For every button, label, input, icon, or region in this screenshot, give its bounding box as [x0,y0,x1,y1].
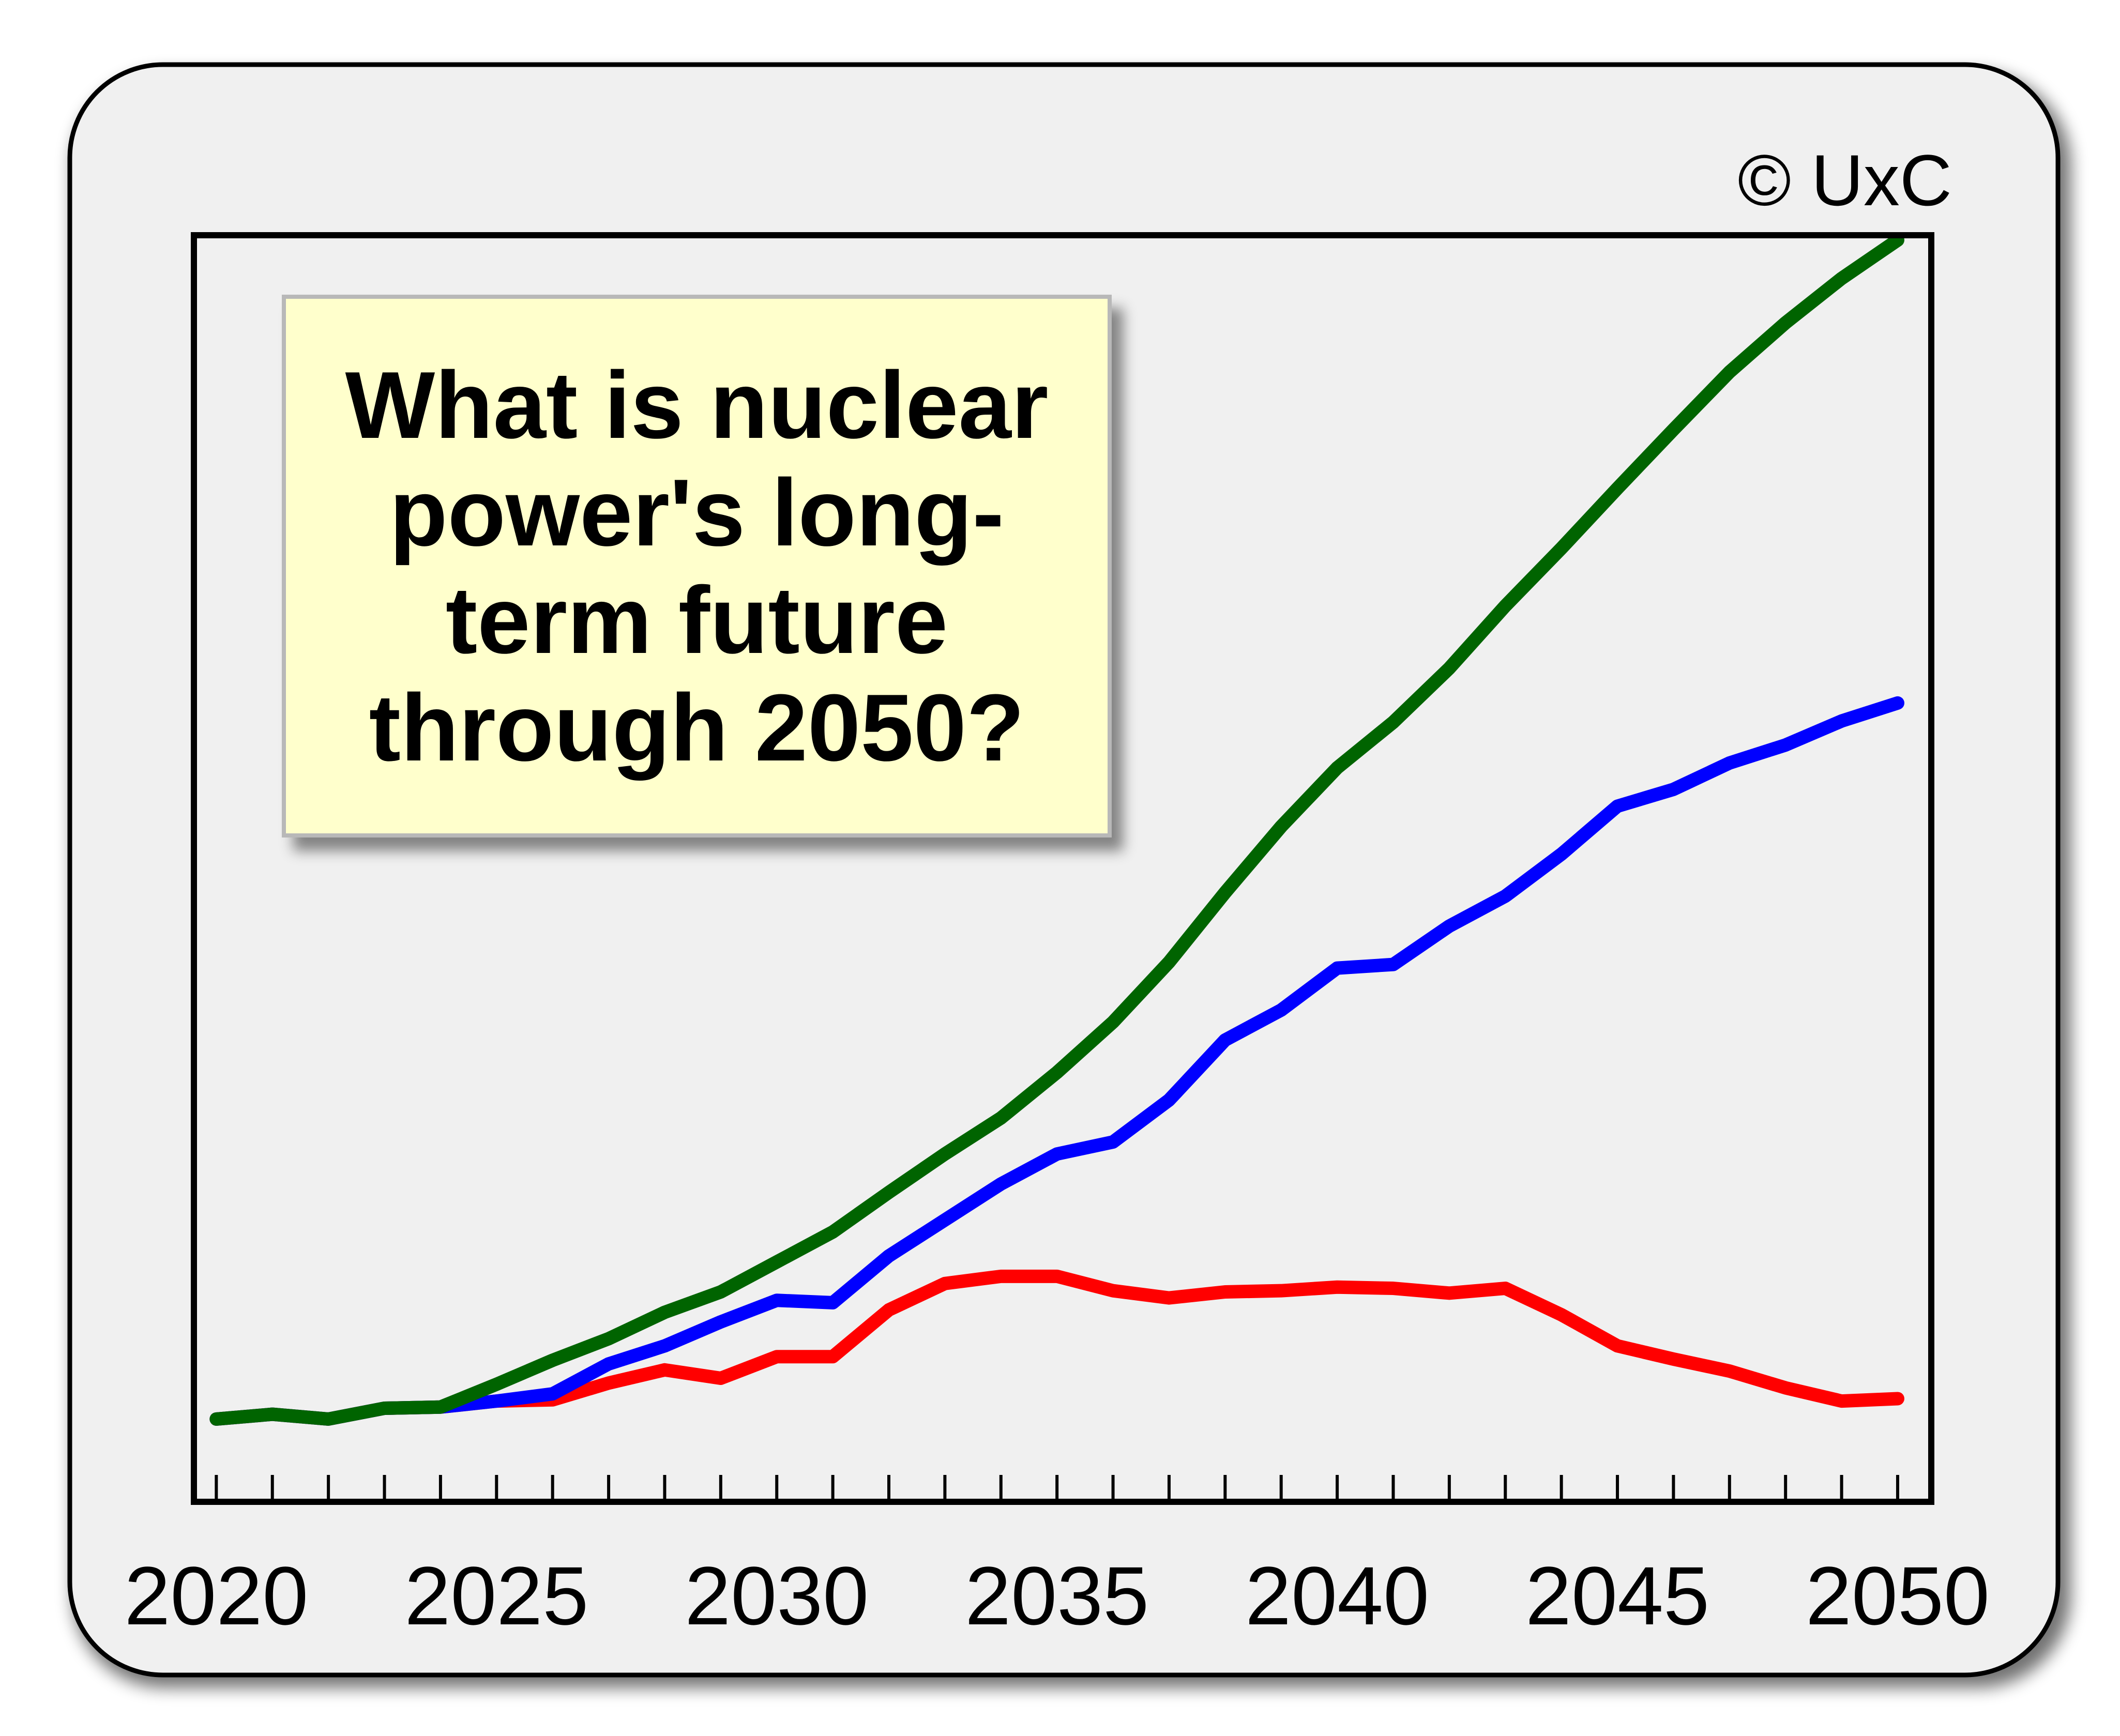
series-line-2 [209,696,1904,1426]
x-tick-label-2035: 2035 [965,1549,1149,1642]
x-tick-label-2020: 2020 [124,1549,308,1642]
question-callout: What is nuclear power's long-term future… [282,295,1112,837]
series-line-3 [209,233,1904,1426]
x-tick-label-2045: 2045 [1525,1549,1709,1642]
x-axis-labels: 2020 2025 2030 2035 2040 2045 2050 [124,1549,1990,1642]
series-layer [209,233,1904,1426]
x-tick-label-2030: 2030 [685,1549,869,1642]
copyright-label: © UxC [1737,140,1952,221]
x-axis-ticks [215,1475,1899,1502]
x-tick-label-2050: 2050 [1806,1549,1990,1642]
x-tick-label-2040: 2040 [1245,1549,1429,1642]
x-tick-label-2025: 2025 [404,1549,588,1642]
plot-border [191,232,1934,1505]
question-text: What is nuclear power's long-term future… [345,352,1049,781]
